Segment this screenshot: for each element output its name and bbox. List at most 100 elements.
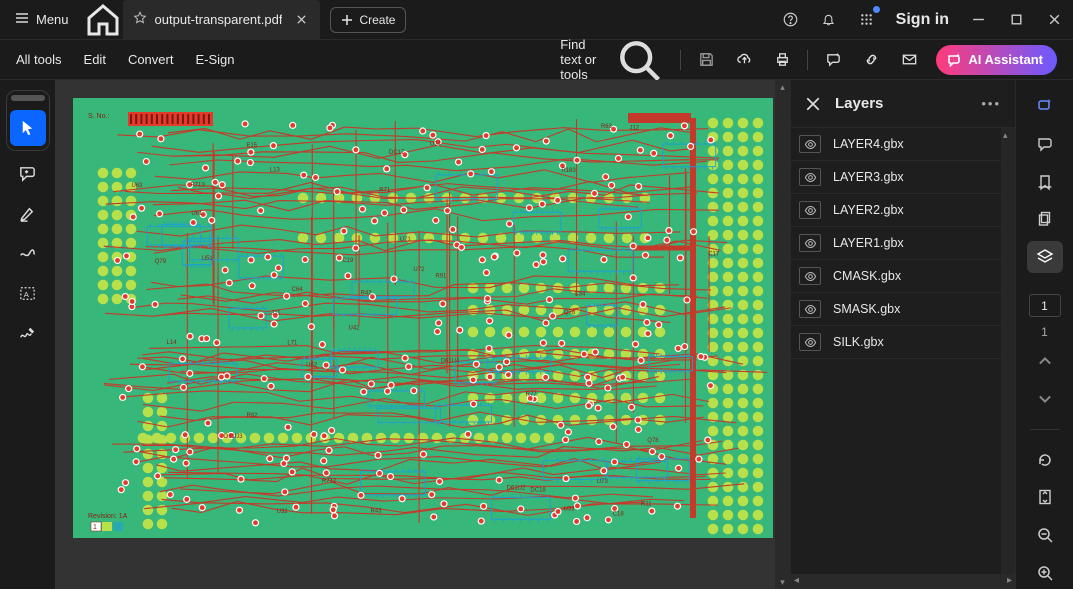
ai-shortcut-button[interactable]	[816, 43, 850, 77]
layer-visibility-toggle[interactable]	[799, 168, 821, 186]
zoom-out-icon	[1036, 526, 1054, 544]
svg-text:L14: L14	[166, 340, 177, 346]
svg-text:D61U2: D61U2	[506, 485, 525, 491]
layer-visibility-toggle[interactable]	[799, 267, 821, 285]
save-button[interactable]	[689, 43, 723, 77]
document-tab[interactable]: output-transparent.pdf	[123, 0, 321, 39]
layer-name: SMASK.gbx	[833, 302, 900, 316]
comment-tool[interactable]	[10, 155, 46, 191]
rail-comments-button[interactable]	[1027, 128, 1063, 160]
tab-close-button[interactable]	[290, 9, 312, 31]
find-button[interactable]: Find text or tools	[560, 35, 664, 85]
svg-text:R63: R63	[600, 124, 612, 130]
page-up-button[interactable]	[1027, 345, 1063, 377]
svg-text:C34: C34	[574, 292, 586, 298]
zoom-out-button[interactable]	[1027, 519, 1063, 551]
layers-menu-button[interactable]: •••	[981, 96, 1001, 111]
svg-text:U33: U33	[563, 507, 575, 513]
layer-visibility-toggle[interactable]	[799, 135, 821, 153]
toolbar-item-alltools[interactable]: All tools	[16, 52, 62, 67]
home-button[interactable]	[83, 0, 123, 40]
layers-panel: Layers ••• LAYER4.gbx LAYER3.gbx LAYER2.…	[790, 80, 1015, 589]
zoom-in-button[interactable]	[1027, 557, 1063, 589]
bookmark-icon	[1036, 173, 1054, 191]
svg-text:C18: C18	[612, 511, 624, 517]
sign-tool[interactable]	[10, 315, 46, 351]
signin-button[interactable]: Sign in	[896, 11, 949, 29]
svg-text:R713: R713	[190, 182, 205, 188]
layer-item[interactable]: LAYER3.gbx	[791, 161, 1015, 194]
layer-visibility-toggle[interactable]	[799, 201, 821, 219]
layer-list-hscrollbar[interactable]: ◂▸	[791, 574, 1015, 589]
rail-bookmarks-button[interactable]	[1027, 166, 1063, 198]
layer-item[interactable]: LAYER2.gbx	[791, 194, 1015, 227]
layers-title: Layers	[835, 95, 967, 112]
svg-text:C19: C19	[342, 258, 354, 264]
ai-assistant-button[interactable]: AI Assistant	[936, 45, 1057, 75]
rotate-button[interactable]	[1027, 444, 1063, 476]
chevron-down-icon	[1036, 390, 1054, 408]
toolbar-item-esign[interactable]: E-Sign	[195, 52, 234, 67]
toolbar-item-convert[interactable]: Convert	[128, 52, 174, 67]
document-canvas[interactable]: R713R712Q78C18C19J11J12D61U3D61U2D61U4L1…	[55, 80, 790, 589]
layer-visibility-toggle[interactable]	[799, 234, 821, 252]
layer-item[interactable]: CMASK.gbx	[791, 260, 1015, 293]
freeform-icon	[18, 244, 37, 263]
svg-text:U61: U61	[191, 211, 203, 217]
home-icon	[83, 0, 123, 40]
close-icon	[296, 14, 307, 25]
rail-ai-button[interactable]	[1027, 90, 1063, 122]
layer-item[interactable]: LAYER4.gbx	[791, 128, 1015, 161]
toolbar-item-edit[interactable]: Edit	[84, 52, 106, 67]
email-button[interactable]	[892, 43, 926, 77]
menu-button[interactable]: Menu	[0, 0, 83, 39]
bell-icon	[821, 12, 836, 27]
toolbar: All tools Edit Convert E-Sign Find text …	[0, 40, 1073, 80]
create-button[interactable]: Create	[330, 7, 406, 33]
minimize-icon	[971, 12, 986, 27]
svg-text:D61U3: D61U3	[223, 434, 242, 440]
draw-tool[interactable]	[10, 235, 46, 271]
left-toolbar: A	[0, 80, 55, 589]
select-tool[interactable]	[10, 110, 46, 146]
panel-close-button[interactable]	[805, 96, 821, 112]
layer-item[interactable]: SMASK.gbx	[791, 293, 1015, 326]
canvas-vscrollbar[interactable]: ▴▾	[775, 80, 790, 589]
cloud-button[interactable]	[727, 43, 761, 77]
star-icon[interactable]	[133, 11, 147, 28]
page-down-button[interactable]	[1027, 383, 1063, 415]
menu-label: Menu	[36, 12, 69, 27]
signature-icon	[18, 324, 37, 343]
drag-handle[interactable]	[11, 95, 45, 101]
zoom-in-icon	[1036, 564, 1054, 582]
help-icon	[783, 12, 798, 27]
comments-icon	[1036, 135, 1054, 153]
svg-text:J11: J11	[271, 311, 281, 317]
layer-visibility-toggle[interactable]	[799, 333, 821, 351]
svg-text:R43: R43	[370, 508, 382, 514]
plus-icon	[341, 14, 353, 26]
layer-visibility-toggle[interactable]	[799, 300, 821, 318]
layer-list-vscrollbar[interactable]: ▴	[1001, 128, 1015, 574]
svg-text:L13: L13	[269, 168, 280, 174]
svg-text:U34: U34	[429, 142, 441, 148]
rotate-icon	[1036, 451, 1054, 469]
rail-pages-button[interactable]	[1027, 203, 1063, 235]
apps-button[interactable]	[848, 0, 886, 40]
print-button[interactable]	[765, 43, 799, 77]
highlight-tool[interactable]	[10, 195, 46, 231]
page-current-input[interactable]: 1	[1029, 294, 1061, 317]
layer-name: LAYER3.gbx	[833, 170, 904, 184]
highlighter-icon	[18, 204, 37, 223]
svg-text:U32: U32	[276, 509, 288, 515]
fit-page-icon	[1036, 488, 1054, 506]
text-tool[interactable]: A	[10, 275, 46, 311]
rail-layers-button[interactable]	[1027, 241, 1063, 273]
layer-item[interactable]: LAYER1.gbx	[791, 227, 1015, 260]
svg-text:Q78: Q78	[647, 438, 659, 444]
link-button[interactable]	[854, 43, 888, 77]
fit-page-button[interactable]	[1027, 482, 1063, 514]
svg-text:C64: C64	[291, 287, 303, 293]
ai-sparkle-icon	[946, 52, 962, 68]
layer-item[interactable]: SILK.gbx	[791, 326, 1015, 359]
